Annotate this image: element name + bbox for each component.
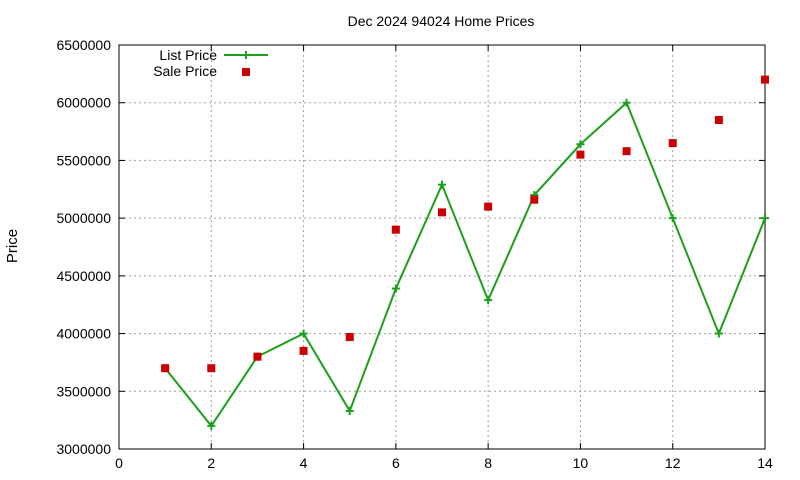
x-tick-label: 0	[115, 455, 123, 471]
y-tick-label: 4000000	[56, 326, 111, 342]
y-tick-label: 4500000	[56, 268, 111, 284]
data-point-sale-price	[714, 116, 723, 125]
data-point-sale-price	[761, 75, 769, 84]
x-tick-label: 6	[392, 455, 400, 471]
y-tick-label: 6500000	[56, 37, 111, 53]
legend-swatch-sale-price	[242, 68, 250, 76]
y-tick-label: 3500000	[56, 383, 111, 399]
series-line-list-price	[164, 101, 766, 428]
data-point-sale-price	[345, 333, 354, 342]
series-list-price	[161, 98, 769, 430]
legend-label-list-price: List Price	[159, 47, 217, 63]
y-tick-label: 6000000	[56, 95, 111, 111]
data-point-list-price	[391, 284, 400, 293]
legend: List Price Sale Price	[153, 47, 268, 79]
y-tick-label: 5500000	[56, 152, 111, 168]
y-tick-label: 5000000	[56, 210, 111, 226]
data-point-sale-price	[391, 225, 400, 234]
legend-label-sale-price: Sale Price	[153, 63, 217, 79]
axis-ticks	[118, 44, 766, 450]
data-point-list-price	[622, 98, 631, 107]
y-axis-label: Price	[4, 229, 21, 263]
series-sale-price	[161, 75, 769, 373]
data-point-list-price	[438, 180, 446, 189]
data-point-sale-price	[530, 195, 539, 204]
data-point-sale-price	[622, 147, 631, 156]
y-tick-labels: 3000000 3500000 4000000 4500000 5000000 55000…	[56, 37, 111, 457]
x-tick-label: 10	[573, 455, 589, 471]
data-point-sale-price	[207, 364, 216, 373]
data-point-sale-price	[484, 202, 493, 211]
legend-plus	[242, 51, 250, 59]
x-tick-label: 8	[484, 455, 492, 471]
legend-marker-list-price	[242, 51, 250, 59]
data-point-sale-price	[253, 352, 262, 361]
legend-square	[242, 68, 250, 76]
data-point-list-price	[345, 406, 354, 415]
data-point-sale-price	[161, 364, 170, 373]
x-tick-label: 14	[757, 455, 773, 471]
data-point-sale-price	[576, 150, 585, 159]
data-point-list-price	[576, 140, 585, 149]
data-point-list-price	[714, 329, 723, 338]
data-point-list-price	[484, 296, 493, 305]
gridlines	[119, 45, 765, 449]
data-point-sale-price	[668, 139, 677, 148]
plot-frame	[118, 44, 766, 450]
data-point-list-price	[761, 214, 769, 223]
data-point-list-price	[668, 214, 677, 223]
x-tick-label: 2	[207, 455, 215, 471]
x-tick-label: 4	[300, 455, 308, 471]
data-point-list-price	[207, 421, 216, 430]
x-tick-label: 12	[665, 455, 681, 471]
data-point-list-price	[299, 329, 308, 338]
series	[161, 75, 769, 430]
y-tick-label: 3000000	[56, 441, 111, 457]
x-tick-labels: 0 2 4 6 8 10 12 14	[115, 455, 773, 471]
data-point-sale-price	[299, 346, 308, 355]
chart-title: Dec 2024 94024 Home Prices	[348, 13, 535, 29]
data-point-sale-price	[438, 208, 446, 217]
